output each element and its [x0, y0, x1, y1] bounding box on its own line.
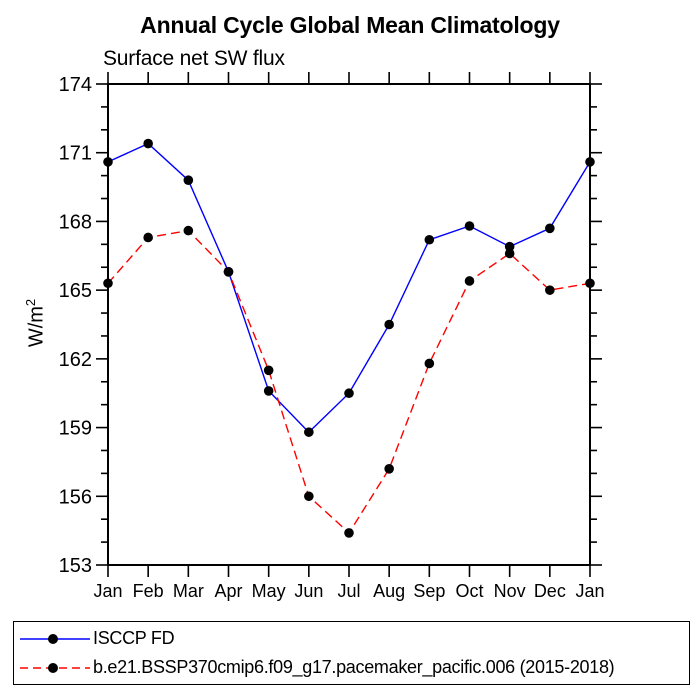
y-axis-tick-label: 156: [59, 486, 92, 508]
data-point-marker-series-1: [545, 285, 555, 295]
data-point-marker-series-1: [344, 528, 354, 538]
x-axis-tick-label: Jul: [337, 581, 360, 601]
legend-sample-marker-dot: [48, 633, 58, 644]
data-point-marker-series-0: [424, 234, 435, 245]
y-axis-tick-label: 162: [59, 349, 92, 371]
data-point-marker-series-1: [223, 267, 234, 277]
x-axis-tick-label: Jan: [93, 581, 122, 601]
data-point-marker-series-1: [304, 491, 314, 502]
x-axis-tick-label: Apr: [214, 581, 242, 601]
chart-title: Annual Cycle Global Mean Climatology: [140, 12, 560, 38]
series-line-1: [107, 229, 591, 534]
legend-line-sample-red-dashed: [20, 662, 90, 673]
legend-label-isccp-fd: ISCCP FD: [93, 628, 175, 648]
data-point-marker-series-1: [263, 365, 274, 376]
x-axis-tick-label: Sep: [413, 581, 445, 601]
data-point-marker-series-1: [103, 278, 113, 289]
x-axis-tick-label: Mar: [173, 581, 204, 601]
plot-area: 153 156 159 162 165 168 171 174 Jan Feb Mar Apr May J…: [59, 72, 605, 601]
data-point-marker-series-0: [464, 221, 475, 231]
legend-line-sample-blue-solid: [20, 633, 90, 644]
x-axis-tick-label: Feb: [133, 581, 164, 601]
x-axis-tick-label: Jan: [575, 581, 604, 601]
data-point-marker-series-1: [585, 278, 595, 289]
data-point-marker-series-0: [143, 138, 153, 149]
data-point-marker-series-0: [263, 386, 274, 396]
data-point-marker-series-0: [183, 175, 194, 185]
data-point-marker-series-0: [344, 388, 354, 399]
chart-subtitle: Surface net SW flux: [103, 47, 285, 70]
x-axis-tick-label: Jun: [294, 581, 323, 601]
data-point-marker-series-1: [424, 358, 435, 369]
data-point-marker-series-1: [464, 276, 475, 286]
data-point-marker-series-0: [545, 223, 555, 234]
data-point-marker-series-1: [384, 464, 394, 474]
legend-item-model-run: b.e21.BSSP370cmip6.f09_g17.pacemaker_pac…: [18, 653, 689, 682]
y-axis-tick-label: 153: [59, 555, 92, 577]
x-axis-tick-label: Nov: [494, 581, 526, 601]
x-axis-tick-label: May: [252, 581, 286, 601]
y-axis-tick-label: 159: [59, 418, 92, 440]
data-point-marker-series-0: [103, 157, 113, 167]
y-axis-tick-label: 174: [59, 74, 92, 96]
data-point-marker-series-0: [585, 157, 595, 167]
plot-frame: [107, 83, 591, 566]
data-point-marker-series-0: [504, 241, 515, 252]
data-point-marker-series-1: [504, 248, 515, 259]
data-point-marker-series-1: [143, 232, 153, 243]
y-axis-tick-label: 171: [59, 143, 92, 165]
data-point-marker-series-0: [384, 319, 394, 330]
x-axis-tick-label: Aug: [373, 581, 405, 601]
x-axis-tick-label: Dec: [534, 581, 566, 601]
legend-item-isccp-fd: ISCCP FD: [18, 624, 689, 653]
x-axis-tick-label: Oct: [455, 581, 483, 601]
legend: ISCCP FD b.e21.BSSP370cmip6.f09_g17.pace…: [13, 621, 690, 685]
y-axis-tick-label: 165: [59, 280, 92, 302]
data-point-marker-series-1: [183, 225, 194, 236]
y-axis-tick-label: 168: [59, 211, 92, 233]
data-point-marker-series-0: [304, 427, 314, 437]
legend-label-model-run: b.e21.BSSP370cmip6.f09_g17.pacemaker_pac…: [93, 657, 615, 677]
legend-sample-marker-dot: [48, 662, 58, 673]
